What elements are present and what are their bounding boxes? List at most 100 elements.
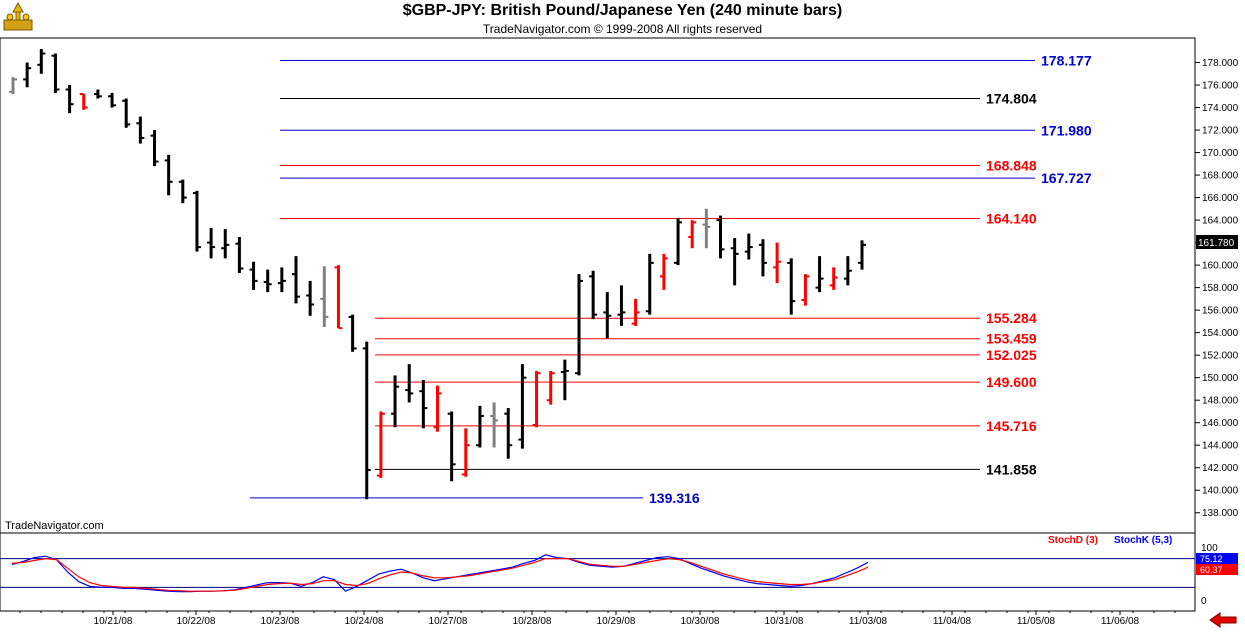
price-bar bbox=[518, 364, 527, 449]
y-tick-label: 142.000 bbox=[1202, 463, 1239, 474]
price-bar bbox=[150, 130, 159, 167]
price-bar bbox=[773, 242, 782, 284]
y-tick-label: 146.000 bbox=[1202, 418, 1239, 429]
y-tick-label: 140.000 bbox=[1202, 486, 1239, 497]
price-bar bbox=[815, 256, 824, 293]
price-bar bbox=[659, 253, 668, 290]
x-tick-label: 10/27/08 bbox=[429, 616, 468, 627]
price-bar bbox=[475, 405, 484, 448]
y-tick-label: 174.000 bbox=[1202, 103, 1239, 114]
y-tick-label: 172.000 bbox=[1202, 126, 1239, 137]
price-bar bbox=[433, 385, 442, 432]
price-bar bbox=[23, 62, 32, 88]
price-bar bbox=[560, 359, 569, 401]
price-bar bbox=[546, 370, 555, 405]
price-bar bbox=[65, 85, 74, 114]
y-tick-label: 176.000 bbox=[1202, 81, 1239, 92]
level-label: 171.980 bbox=[1041, 122, 1092, 138]
stochastic-pane bbox=[0, 532, 1196, 612]
price-bar bbox=[617, 285, 626, 326]
y-tick-label: 160.000 bbox=[1202, 261, 1239, 272]
price-bar bbox=[447, 411, 456, 482]
level-label: 153.459 bbox=[986, 331, 1037, 347]
price-bar bbox=[603, 292, 612, 339]
price-bar bbox=[306, 280, 315, 316]
price-bar bbox=[9, 77, 17, 95]
price-axis: 138.000 140.000 142.000 144.000 146.000 148.0… bbox=[1195, 58, 1239, 519]
level-label: 155.284 bbox=[986, 310, 1037, 326]
last-price-box bbox=[1196, 235, 1238, 249]
stoch-axis-0: 0 bbox=[1201, 596, 1207, 607]
level-label: 152.025 bbox=[986, 347, 1037, 363]
level-label: 167.727 bbox=[1041, 170, 1092, 186]
stoch-k-line bbox=[11, 554, 869, 593]
stoch-d-value: 60.37 bbox=[1200, 565, 1223, 575]
price-bar bbox=[376, 411, 385, 478]
stochastic-lines bbox=[0, 554, 1195, 593]
x-tick-label: 10/30/08 bbox=[681, 616, 720, 627]
price-bar bbox=[362, 341, 371, 500]
price-bar bbox=[645, 253, 654, 315]
y-tick-label: 138.000 bbox=[1202, 508, 1239, 519]
price-bar bbox=[801, 274, 810, 306]
price-bar bbox=[716, 215, 725, 259]
level-label: 168.848 bbox=[986, 158, 1037, 174]
price-bar bbox=[292, 256, 300, 304]
price-bar bbox=[178, 179, 187, 204]
y-tick-label: 178.000 bbox=[1202, 58, 1239, 69]
price-bar bbox=[758, 239, 767, 277]
watermark: TradeNavigator.com bbox=[5, 520, 104, 532]
y-tick-label: 144.000 bbox=[1202, 441, 1239, 452]
scroll-left-arrow-icon[interactable] bbox=[1208, 611, 1238, 629]
price-bar bbox=[702, 208, 711, 249]
level-label: 174.804 bbox=[986, 90, 1037, 106]
x-tick-label: 10/22/08 bbox=[177, 616, 216, 627]
price-bar bbox=[93, 89, 102, 99]
price-bar bbox=[843, 256, 852, 286]
price-bar bbox=[37, 49, 46, 74]
stoch-d-line bbox=[11, 557, 869, 592]
y-tick-label: 156.000 bbox=[1202, 306, 1239, 317]
y-tick-label: 166.000 bbox=[1202, 193, 1239, 204]
x-tick-label: 10/31/08 bbox=[765, 616, 804, 627]
price-bar bbox=[79, 93, 88, 110]
price-bar bbox=[787, 258, 796, 315]
stoch-axis-100: 100 bbox=[1201, 543, 1218, 554]
last-price-value: 161.780 bbox=[1198, 238, 1235, 249]
price-bar bbox=[532, 370, 541, 428]
price-bar bbox=[391, 375, 400, 428]
price-bar bbox=[730, 238, 739, 286]
price-bar bbox=[419, 379, 428, 429]
chart-title: $GBP-JPY: British Pound/Japanese Yen (24… bbox=[402, 2, 843, 19]
price-bar bbox=[589, 270, 598, 320]
x-tick-label: 11/04/08 bbox=[933, 616, 972, 627]
price-bar bbox=[221, 229, 230, 259]
price-bar bbox=[348, 314, 357, 352]
price-bar bbox=[829, 267, 838, 290]
tradenavigator-logo-icon bbox=[0, 0, 36, 34]
price-bar bbox=[631, 298, 640, 326]
stoch-k-value-box bbox=[1196, 553, 1238, 564]
price-bar bbox=[235, 236, 244, 273]
y-tick-label: 168.000 bbox=[1202, 171, 1239, 182]
price-bar bbox=[405, 364, 414, 403]
stoch-k-legend: StochK (5,3) bbox=[1114, 535, 1172, 546]
stoch-d-legend: StochD (3) bbox=[1048, 535, 1098, 546]
y-tick-label: 158.000 bbox=[1202, 283, 1239, 294]
price-bar bbox=[249, 261, 258, 290]
last-price-tag: 161.780 bbox=[1196, 235, 1238, 249]
price-bar bbox=[263, 269, 272, 293]
stoch-d-value-box bbox=[1196, 564, 1238, 575]
y-tick-label: 150.000 bbox=[1202, 373, 1239, 384]
x-tick-label: 11/03/08 bbox=[849, 616, 888, 627]
price-bar bbox=[136, 116, 145, 144]
price-bar bbox=[674, 217, 683, 266]
level-label: 139.316 bbox=[649, 490, 700, 506]
price-bar bbox=[207, 227, 216, 259]
x-tick-label: 11/06/08 bbox=[1101, 616, 1140, 627]
price-pane bbox=[0, 37, 1196, 534]
price-bar bbox=[51, 53, 60, 93]
x-tick-label: 10/24/08 bbox=[345, 616, 384, 627]
price-bar bbox=[575, 274, 583, 376]
